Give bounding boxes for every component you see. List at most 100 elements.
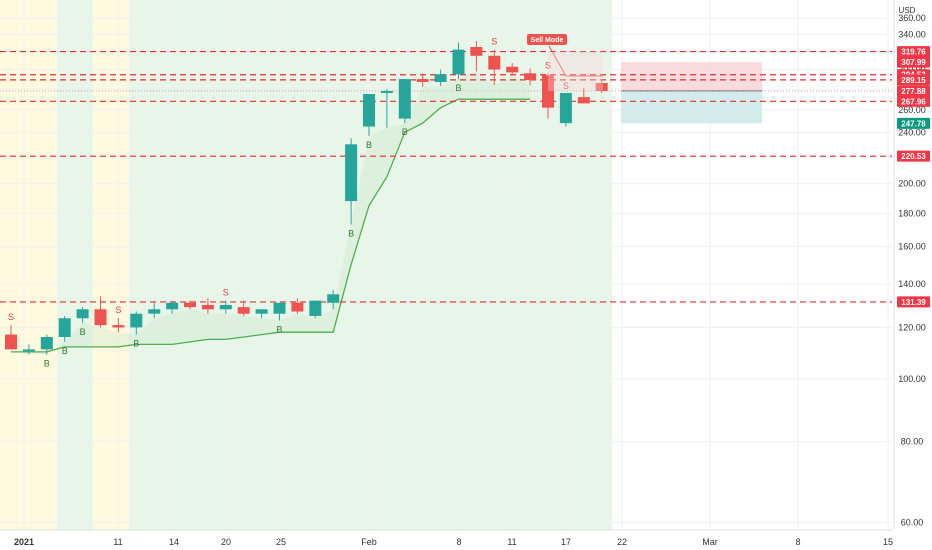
price-tag-label: 267.96 [901,97,926,106]
candle[interactable] [130,311,143,335]
candle[interactable] [148,302,161,319]
candle[interactable] [273,302,286,321]
candle-body [94,309,107,326]
candle-body [327,294,340,303]
candle-body [130,313,143,328]
candle-body [148,309,161,314]
candle[interactable] [22,344,35,355]
candle[interactable] [452,42,465,80]
candle[interactable] [559,93,572,127]
risk-reward-box[interactable] [0,62,892,124]
candle[interactable] [327,290,340,310]
candle[interactable] [488,49,501,85]
candle[interactable] [416,73,429,87]
candle[interactable] [309,300,322,319]
candle-body [166,302,179,310]
x-tick-label: Feb [361,537,377,547]
candle[interactable] [398,79,411,124]
price-tag-bg [897,150,930,162]
x-tick-label: 15 [883,537,893,547]
sell-signal-label: S [491,37,497,47]
price-tag-label: 277.88 [901,87,926,96]
candle[interactable] [542,73,554,119]
buy-signal-label: B [348,228,354,238]
stop-zone[interactable] [621,62,762,91]
price-tag: 277.88 [897,85,930,97]
candle[interactable] [595,79,608,94]
price-tag-label: 247.78 [901,119,926,128]
candle[interactable] [577,87,590,104]
candle-body [488,55,501,70]
buy-signal-label: B [133,339,139,349]
price-tag-label: 220.53 [901,152,926,161]
candle-body [542,75,554,108]
candle[interactable] [255,309,268,319]
stop-line-fill [11,71,531,355]
candle-body [416,79,429,83]
candle-body [524,73,537,81]
candle[interactable] [112,318,125,333]
sell-signal-label: S [545,60,551,70]
buy-signal-label: B [366,140,372,150]
grid [0,0,892,530]
candle-body [112,325,125,328]
x-tick-label: 8 [456,537,461,547]
candle[interactable] [94,296,107,328]
candle[interactable] [363,94,375,136]
candle[interactable] [166,300,179,314]
candle-body [219,304,232,310]
candle-body [273,302,286,314]
sell-mode-pointer [548,45,603,77]
target-zone[interactable] [621,90,762,124]
candle-body [309,300,322,316]
sell-signal-label: S [115,305,121,315]
price-tag-label: 307.99 [901,58,926,67]
sell-signal-label: S [8,312,14,322]
price-tag-label: 131.39 [901,298,926,307]
x-tick-label: Mar [702,537,718,547]
x-axis[interactable]: 2021 11 14 20 25 Feb 8 11 17 22 Mar 8 15 [0,529,893,547]
sell-mode-badge: Sell Mode [527,34,567,45]
candle[interactable] [237,300,250,316]
candle[interactable] [380,88,393,128]
price-tag-bg [897,117,930,129]
candle[interactable] [201,298,214,314]
candles[interactable] [5,41,608,355]
bg-yellow-band [0,0,57,530]
candle[interactable] [76,307,89,323]
price-tag-bg [897,56,930,68]
candle[interactable] [524,68,537,85]
price-tag-bg [897,95,930,107]
candle-body [559,93,572,124]
buy-signal-label: B [62,346,68,356]
x-tick-label: 2021 [14,537,34,547]
candle[interactable] [40,334,53,355]
candle-body [201,304,214,310]
x-tick-label: 22 [617,537,627,547]
price-tag-bg [897,85,930,97]
candle-body [237,307,250,314]
candle[interactable] [434,69,447,86]
candle[interactable] [506,63,519,76]
candle[interactable] [58,315,71,342]
candle[interactable] [291,298,304,314]
sell-mode-marker: Sell Mode [527,34,603,91]
x-tick-label: 11 [113,537,122,547]
signal-labels: S B B B S B S B B B B B S S S [8,37,569,369]
candle[interactable] [184,300,196,310]
candle[interactable] [5,325,17,350]
candle-body [255,309,268,314]
x-tick-label: 25 [276,537,286,547]
candle[interactable] [470,41,483,72]
candle-body [76,309,89,319]
candle[interactable] [219,300,232,314]
y-tick-label: 340.00 [898,29,926,39]
price-tag-bg [897,74,930,86]
sell-mode-text: Sell Mode [531,37,564,44]
candle-body [470,47,483,56]
price-tag: 319.76 [897,46,930,58]
candle-body [184,302,196,308]
x-tick-label: 17 [561,537,571,547]
candle[interactable] [345,138,358,225]
